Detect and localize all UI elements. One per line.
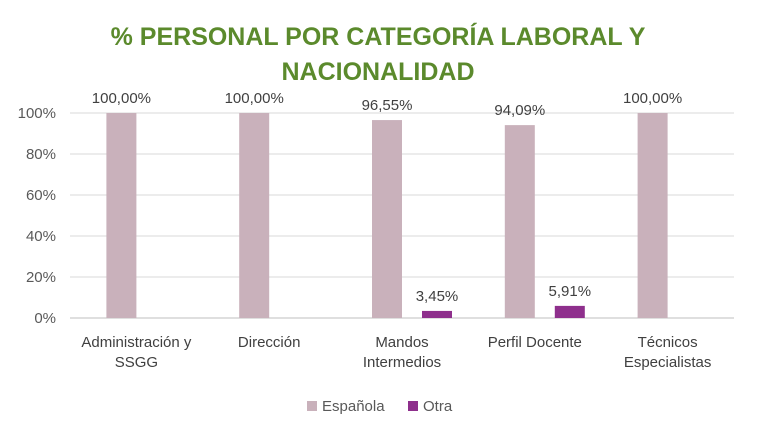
data-labels: 100,00% 100,00% 96,55% 3,45% 94,09% 5,91% 100,… [92, 90, 682, 305]
y-tick-label: 20% [26, 269, 56, 286]
legend: Española Otra [307, 398, 453, 415]
category-label: Perfil Docente [488, 334, 582, 351]
legend-swatch [307, 401, 317, 411]
data-label: 96,55% [362, 97, 413, 114]
bar-otra [554, 305, 585, 318]
bar-espanola [239, 113, 270, 318]
bar-espanola [372, 120, 402, 318]
category-label: Mandos Intermedios [363, 334, 441, 371]
data-label: 94,09% [494, 102, 545, 119]
data-label: 100,00% [623, 90, 682, 107]
bar-espanola [106, 113, 137, 318]
category-label: Administración y SSGG [81, 334, 192, 371]
category-label: Técnicos Especialistas [624, 334, 712, 371]
legend-swatch [408, 401, 418, 411]
category-labels: Administración y SSGG Dirección Mandos Inter… [81, 334, 711, 371]
y-tick-label: 80% [26, 146, 56, 163]
data-label: 100,00% [92, 90, 151, 107]
data-label: 3,45% [416, 288, 459, 305]
legend-label: Otra [423, 398, 453, 415]
y-axis-ticks: 0% 20% 40% 60% 80% 100% [18, 105, 56, 327]
legend-label: Española [322, 398, 385, 415]
bar-espanola [637, 113, 668, 318]
y-tick-label: 100% [18, 105, 56, 122]
data-label: 5,91% [549, 283, 592, 300]
bar-espanola [504, 125, 535, 318]
y-tick-label: 0% [34, 310, 56, 327]
y-tick-label: 60% [26, 187, 56, 204]
chart-title-line-2: NACIONALIDAD [281, 58, 474, 86]
chart-title-line-1: % PERSONAL POR CATEGORÍA LABORAL Y [111, 22, 646, 51]
bar-otra [422, 310, 452, 318]
bars [106, 113, 668, 318]
data-label: 100,00% [225, 90, 284, 107]
category-label: Dirección [238, 334, 301, 351]
y-tick-label: 40% [26, 228, 56, 245]
